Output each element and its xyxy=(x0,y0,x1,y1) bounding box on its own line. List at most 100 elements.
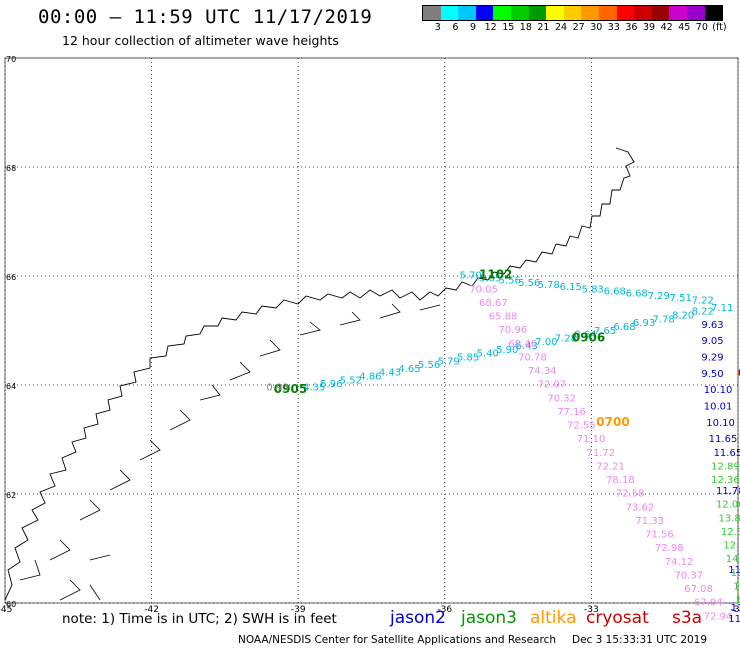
latitude-tick-label: 60 xyxy=(6,600,16,609)
wave-height-value: 72.21 xyxy=(596,461,625,472)
color-scale-label: 12 xyxy=(484,22,497,33)
wave-height-value: 14.18 xyxy=(726,554,740,565)
wave-height-value: 10.10 xyxy=(704,385,733,396)
color-swatch xyxy=(686,6,705,20)
color-scale-label: 33 xyxy=(607,22,620,33)
wave-height-value: 77.16 xyxy=(557,407,586,418)
wave-height-value: 10.10 xyxy=(706,418,735,429)
wave-height-value: 72.58 xyxy=(616,489,645,500)
color-scale-label: (ft) xyxy=(712,22,727,33)
wave-height-value: 5.79 xyxy=(437,356,459,367)
altimeter-tracks: 4.355.965.524.864.434.655.565.795.855.40… xyxy=(266,268,740,625)
wave-height-value: 5.96 xyxy=(320,379,342,390)
wave-height-value: 11.4 xyxy=(728,614,740,625)
axis-tick-labels: -45 -42 -39 -36 -33 -30 70 68 66 64 62 60 xyxy=(0,55,740,615)
wave-height-value: 7.28 xyxy=(555,333,577,344)
legend-item-jason3: jason3 xyxy=(461,608,517,628)
pass-time-label: 0700 xyxy=(596,415,629,429)
color-swatch xyxy=(510,6,529,20)
color-swatch xyxy=(493,6,511,20)
wave-height-value: 68.46 xyxy=(508,339,537,350)
wave-height-value: 6.43 xyxy=(516,341,538,352)
latitude-tick-label: 70 xyxy=(6,55,16,64)
latitude-tick-label: 68 xyxy=(6,164,16,173)
color-swatch xyxy=(669,6,687,20)
footer-credit: NOAA/NESDIS Center for Satellite Applica… xyxy=(238,634,707,646)
color-scale-label: 30 xyxy=(590,22,603,33)
wave-height-value: 72.55 xyxy=(567,421,596,432)
map-title: 00:00 – 11:59 UTC 11/17/2019 xyxy=(38,6,373,28)
wave-height-value: 6.68 xyxy=(613,322,635,333)
color-swatch xyxy=(528,6,547,20)
wave-height-value: 11.5 xyxy=(728,565,740,576)
wave-height-value: 12.36 xyxy=(711,475,740,486)
wave-height-value: 10.01 xyxy=(704,402,733,413)
wave-height-value: 9.63 xyxy=(701,320,723,331)
wave-height-value: 7.65 xyxy=(594,326,616,337)
pass-time-label: 1102 xyxy=(479,268,512,282)
wave-height-value: 78.18 xyxy=(606,475,635,486)
map-subtitle: 12 hour collection of altimeter wave hei… xyxy=(62,33,339,48)
wave-height-value: 7.51 xyxy=(670,293,692,304)
wave-height-value: 5.83 xyxy=(582,284,604,295)
color-swatch xyxy=(563,6,582,20)
wave-height-value: 8.20 xyxy=(672,311,694,322)
wave-height-value: 4.35 xyxy=(303,382,325,393)
color-scale-label: 45 xyxy=(678,22,691,33)
color-scale-label: 6 xyxy=(452,22,459,33)
wave-height-value: 67.08 xyxy=(684,584,713,595)
wave-height-value: 9.29 xyxy=(701,352,723,363)
color-scale-label: 3 xyxy=(434,22,441,33)
color-swatch xyxy=(458,6,476,20)
longitude-tick-label: -42 xyxy=(144,605,159,615)
wave-height-value: 12.17 xyxy=(723,541,740,552)
wave-height-value: 5.56 xyxy=(518,278,540,289)
color-scale-label: 39 xyxy=(642,22,656,33)
wave-height-value: 7.78 xyxy=(652,314,674,325)
wave-height-value: 13.84 xyxy=(718,513,740,524)
wave-height-value: 4.86 xyxy=(359,372,381,383)
legend-note: note: 1) Time is in UTC; 2) SWH is in fe… xyxy=(62,611,337,627)
color-swatch xyxy=(634,6,652,20)
legend-item-cryosat: cryosat xyxy=(586,608,649,628)
wave-height-value: 70.32 xyxy=(547,393,576,404)
color-scale-label: 9 xyxy=(470,22,477,33)
wave-height-value: 12.06 xyxy=(716,500,740,511)
color-swatch xyxy=(616,6,635,20)
wave-height-value: 13.20 xyxy=(731,568,740,579)
wave-height-value: 7.11 xyxy=(711,303,733,314)
wave-height-value: 6.93 xyxy=(633,318,655,329)
wave-height-value: 5.56 xyxy=(418,360,440,371)
wave-height-value: 8.64 xyxy=(574,330,596,341)
color-scale-bar xyxy=(422,5,724,21)
wave-height-value: 11.4 xyxy=(731,603,740,614)
pass-time-label: 014 xyxy=(738,366,740,380)
color-swatch xyxy=(598,6,617,20)
wave-height-value: 11.65 xyxy=(709,434,738,445)
wave-height-value: 72.07 xyxy=(538,380,567,391)
wave-height-value: 5.70 xyxy=(459,271,481,282)
map-frame xyxy=(4,57,739,604)
wave-height-value: 73.62 xyxy=(626,502,655,513)
color-scale-label: 70 xyxy=(695,22,708,33)
latitude-tick-label: 66 xyxy=(6,273,16,282)
latitude-tick-label: 62 xyxy=(6,491,16,500)
legend-item-altika: altika xyxy=(530,608,577,628)
longitude-tick-label: -45 xyxy=(0,605,12,615)
wave-height-value: 6.15 xyxy=(560,282,582,293)
wave-height-value: 70.37 xyxy=(674,570,703,581)
wave-height-value: 4.65 xyxy=(398,364,420,375)
wave-height-value: 11.65 xyxy=(714,448,740,459)
legend-item-s3a: s3a xyxy=(672,608,703,628)
color-swatch xyxy=(581,6,599,20)
wave-height-value: 70.78 xyxy=(518,352,547,363)
wave-height-value: 5.78 xyxy=(538,280,560,291)
wave-height-value: 8.22 xyxy=(692,307,714,318)
wave-height-value: 72.94 xyxy=(704,611,733,622)
wave-height-value: 0.93 xyxy=(266,382,288,393)
wave-height-value: 67.94 xyxy=(694,598,723,609)
wave-height-value: 7.00 xyxy=(535,337,557,348)
wave-height-value: 4.43 xyxy=(379,368,401,379)
pass-time-label: 0905 xyxy=(274,382,307,396)
